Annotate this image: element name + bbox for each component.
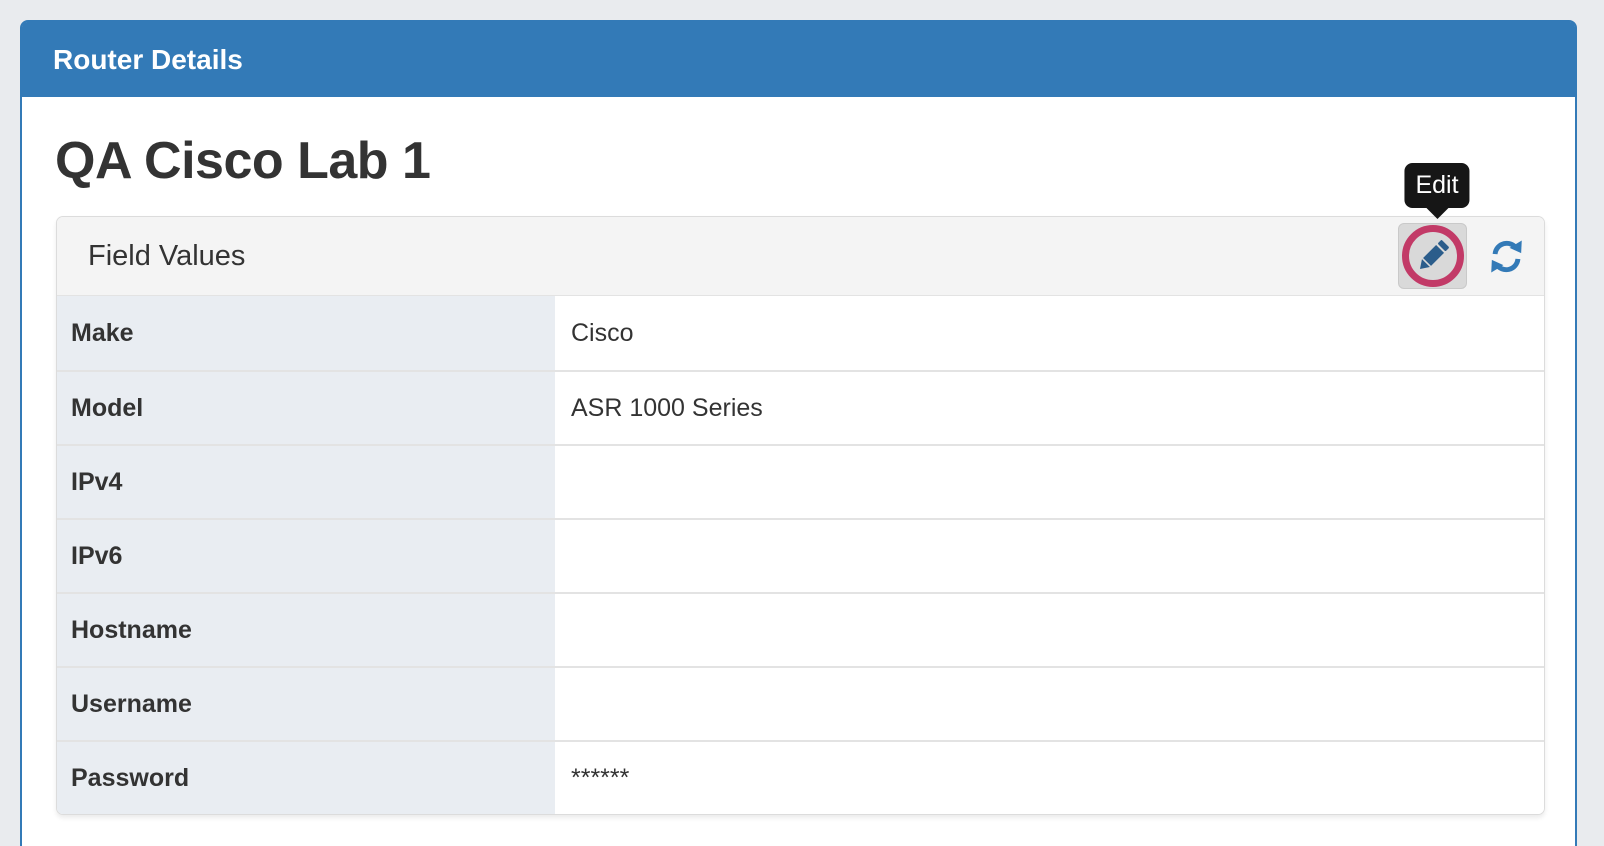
edit-tooltip-label: Edit (1415, 171, 1459, 199)
field-values-panel: Field Values (56, 216, 1545, 815)
field-label: Model (57, 372, 555, 444)
field-value (555, 446, 1544, 518)
field-row-make: Make Cisco (57, 296, 1544, 370)
field-value: ASR 1000 Series (555, 372, 1544, 444)
field-table: Make Cisco Model ASR 1000 Series IPv4 IP… (57, 296, 1544, 814)
field-value (555, 668, 1544, 740)
field-row-username: Username (57, 666, 1544, 740)
edit-button-wrap (1398, 223, 1467, 289)
edit-button[interactable] (1398, 223, 1467, 289)
field-row-ipv4: IPv4 (57, 444, 1544, 518)
field-label: Hostname (57, 594, 555, 666)
refresh-icon (1490, 239, 1522, 273)
router-details-panel: Router Details QA Cisco Lab 1 Field Valu… (20, 20, 1577, 846)
pencil-icon (1419, 240, 1449, 270)
field-row-password: Password ****** (57, 740, 1544, 814)
field-label: Make (57, 296, 555, 370)
field-value: Cisco (555, 296, 1544, 370)
page-title: QA Cisco Lab 1 (55, 132, 431, 190)
field-label: IPv6 (57, 520, 555, 592)
field-value: ****** (555, 742, 1544, 814)
field-label: Username (57, 668, 555, 740)
refresh-button[interactable] (1486, 236, 1526, 276)
field-values-title: Field Values (88, 239, 246, 272)
field-value (555, 520, 1544, 592)
field-value (555, 594, 1544, 666)
panel-title: Router Details (53, 43, 243, 75)
panel-header: Router Details (22, 22, 1575, 97)
field-label: IPv4 (57, 446, 555, 518)
edit-tooltip: Edit (1404, 163, 1470, 219)
field-row-model: Model ASR 1000 Series (57, 370, 1544, 444)
field-row-hostname: Hostname (57, 592, 1544, 666)
field-label: Password (57, 742, 555, 814)
field-row-ipv6: IPv6 (57, 518, 1544, 592)
tooltip-arrow (1425, 207, 1449, 219)
field-values-header: Field Values (57, 217, 1544, 296)
